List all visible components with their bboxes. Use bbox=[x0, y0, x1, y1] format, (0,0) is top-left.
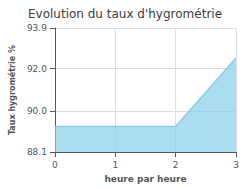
svg-text:93.9: 93.9 bbox=[27, 23, 47, 33]
svg-text:0: 0 bbox=[52, 160, 58, 170]
svg-text:88.1: 88.1 bbox=[27, 147, 47, 157]
svg-text:Taux hygrométrie %: Taux hygrométrie % bbox=[7, 45, 17, 135]
svg-text:1: 1 bbox=[112, 160, 118, 170]
svg-text:2: 2 bbox=[173, 160, 179, 170]
svg-text:Evolution du taux d'hygrométri: Evolution du taux d'hygrométrie bbox=[28, 7, 222, 21]
svg-text:90.0: 90.0 bbox=[27, 106, 47, 116]
svg-text:heure par heure: heure par heure bbox=[104, 174, 186, 184]
svg-text:3: 3 bbox=[233, 160, 239, 170]
svg-text:92.0: 92.0 bbox=[27, 64, 47, 74]
